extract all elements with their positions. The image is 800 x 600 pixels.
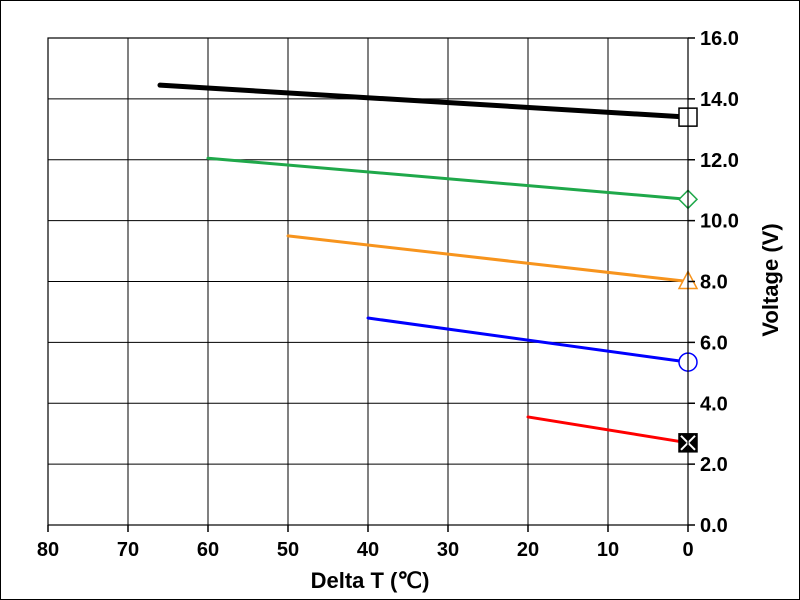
series-line-square [157,82,691,120]
x-tick-label: 70 [117,539,139,561]
series-line-diamond [206,156,690,201]
y-tick-label: 10.0 [700,211,739,233]
series-line-triangle [286,234,690,283]
x-tick-label: 60 [197,539,219,561]
y-tick-label: 12.0 [700,150,739,172]
tick-labels: 80 70 60 50 40 30 20 10 0 0.0 2.0 4.0 6.0 8.0 10.0 12.0… [37,28,739,561]
x-tick-label: 10 [597,539,619,561]
axes [47,37,695,532]
x-tick-label: 20 [517,539,539,561]
y-tick-label: 2.0 [700,454,728,476]
series-group [157,82,699,453]
y-tick-label: 0.0 [700,515,728,537]
x-tick-label: 30 [437,539,459,561]
y-tick-label: 8.0 [700,272,728,294]
grid [48,38,688,525]
y-tick-label: 6.0 [700,332,728,354]
series-line-circle [366,316,690,364]
series-line-x-box [526,415,690,445]
y-axis-title: Voltage (V) [758,223,783,336]
y-tick-label: 4.0 [700,393,728,415]
y-tick-label: 16.0 [700,28,739,50]
x-tick-label: 0 [682,539,693,561]
x-tick-label: 40 [357,539,379,561]
x-tick-label: 50 [277,539,299,561]
x-axis-title: Delta T (℃) [311,568,430,593]
y-tick-label: 14.0 [700,89,739,111]
x-tick-label: 80 [37,539,59,561]
